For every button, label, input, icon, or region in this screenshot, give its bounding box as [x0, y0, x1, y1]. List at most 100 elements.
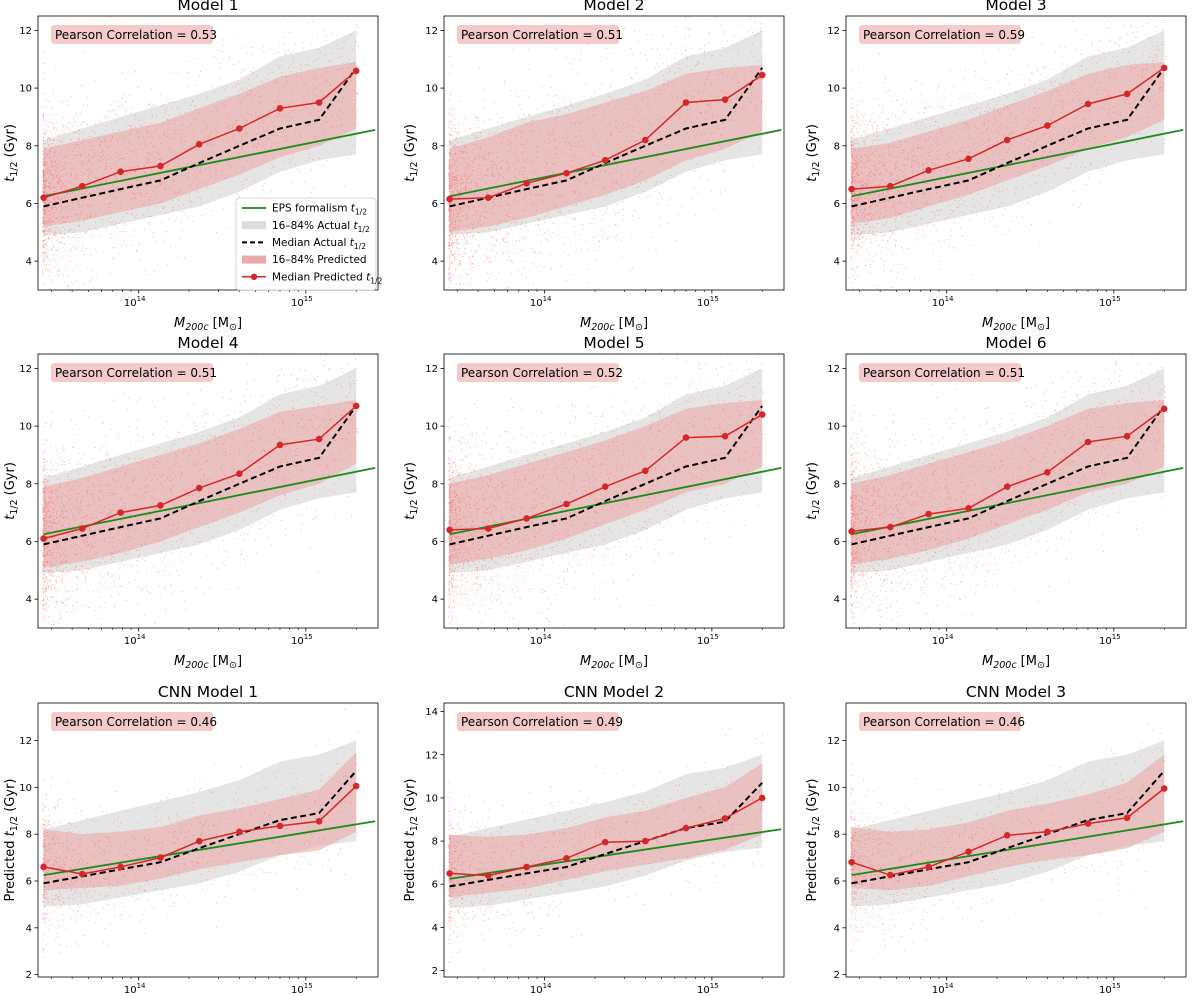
scatter-point [280, 58, 282, 61]
scatter-point [710, 190, 712, 192]
scatter-point [42, 170, 44, 173]
scatter-point [476, 131, 478, 133]
scatter-point [333, 139, 335, 141]
scatter-point [496, 204, 499, 207]
scatter-point [80, 154, 82, 157]
scatter-point [168, 114, 170, 116]
scatter-point [472, 234, 474, 236]
scatter-point [109, 111, 111, 113]
scatter-point [54, 187, 56, 189]
scatter-point [87, 97, 89, 99]
scatter-point [122, 190, 124, 192]
scatter-point [97, 277, 99, 279]
scatter-point [755, 104, 757, 106]
scatter-point [488, 277, 490, 279]
scatter-point [451, 261, 453, 263]
scatter-point [564, 215, 566, 217]
scatter-point [71, 192, 73, 194]
scatter-point [283, 36, 285, 38]
scatter-point [312, 21, 314, 23]
scatter-point [463, 249, 465, 251]
scatter-point [113, 196, 115, 198]
scatter-point [52, 215, 54, 217]
scatter-point [71, 203, 73, 206]
scatter-point [566, 144, 568, 146]
scatter-point [109, 104, 111, 106]
scatter-point [487, 154, 489, 156]
scatter-point [48, 168, 50, 171]
scatter-point [56, 157, 59, 159]
scatter-point [618, 184, 620, 186]
legend-frame [235, 197, 377, 291]
scatter-point [74, 174, 76, 176]
scatter-point [151, 69, 153, 71]
scatter-point [457, 183, 459, 185]
scatter-point [490, 193, 492, 195]
scatter-point [52, 94, 54, 96]
scatter-point [254, 111, 257, 113]
scatter-point [465, 206, 467, 208]
scatter-point [533, 132, 535, 134]
scatter-point [170, 245, 172, 247]
scatter-point [149, 179, 151, 181]
scatter-point [48, 214, 50, 216]
scatter-point [46, 193, 48, 195]
scatter-point [456, 204, 458, 207]
scatter-point [761, 78, 763, 80]
scatter-point [59, 175, 61, 178]
scatter-point [455, 169, 457, 171]
scatter-point [68, 251, 71, 253]
scatter-point [151, 106, 153, 108]
scatter-point [42, 241, 44, 244]
scatter-point [655, 157, 657, 159]
scatter-point [54, 169, 57, 171]
scatter-point [80, 214, 82, 216]
scatter-point [449, 245, 451, 247]
scatter-point [50, 114, 52, 116]
scatter-point [129, 220, 131, 222]
scatter-point [697, 62, 699, 64]
scatter-point [121, 98, 124, 100]
scatter-point [462, 157, 464, 159]
scatter-point [52, 228, 54, 231]
scatter-point [471, 160, 473, 162]
scatter-point [925, 127, 928, 129]
scatter-point [448, 210, 450, 212]
scatter-point [680, 116, 682, 118]
scatter-point [507, 246, 509, 248]
scatter-point [64, 217, 66, 219]
scatter-point [55, 145, 57, 147]
scatter-point [280, 135, 282, 137]
scatter-point [172, 119, 174, 121]
scatter-point [115, 196, 117, 199]
scatter-point [232, 136, 235, 139]
scatter-point [596, 132, 598, 135]
scatter-point [214, 164, 216, 166]
scatter-point [228, 127, 230, 129]
scatter-point [1050, 119, 1052, 122]
scatter-point [470, 345, 471, 346]
scatter-point [633, 141, 635, 143]
scatter-point [83, 219, 86, 221]
scatter-point [251, 89, 253, 92]
scatter-point [56, 240, 58, 242]
scatter-point [607, 104, 609, 106]
x-tick-label: 1015 [697, 295, 719, 309]
scatter-point [329, 152, 331, 154]
scatter-point [135, 250, 138, 252]
scatter-point [115, 114, 117, 117]
scatter-point [448, 202, 450, 205]
scatter-point [52, 127, 54, 129]
scatter-point [458, 131, 460, 133]
scatter-point [215, 169, 217, 171]
scatter-point [611, 132, 613, 135]
scatter-point [611, 134, 613, 136]
scatter-point [132, 124, 134, 126]
scatter-point [278, 100, 280, 102]
scatter-point [449, 291, 450, 292]
scatter-point [102, 175, 104, 177]
scatter-point [284, 53, 286, 55]
scatter-point [108, 212, 110, 214]
scatter-point [486, 211, 488, 213]
scatter-point [592, 237, 594, 239]
